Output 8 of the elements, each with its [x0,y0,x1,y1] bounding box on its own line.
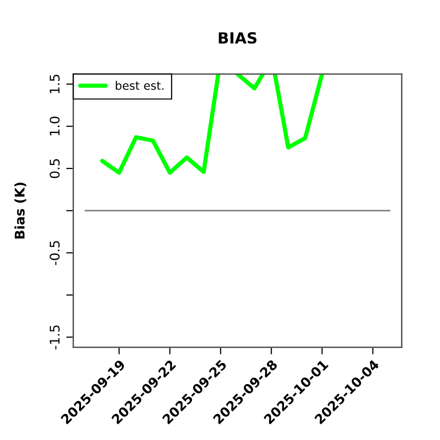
y-axis-title: Bias (K) [14,182,26,239]
legend-label: best est. [116,80,164,90]
y-tick-label: 1.5 [50,74,60,94]
y-tick-label: -0.5 [50,241,60,266]
y-tick-label: -1.5 [50,325,60,350]
chart-title: BIAS [218,32,256,44]
y-tick-label: 0.5 [50,159,60,178]
y-tick-label: 1.0 [50,116,60,136]
